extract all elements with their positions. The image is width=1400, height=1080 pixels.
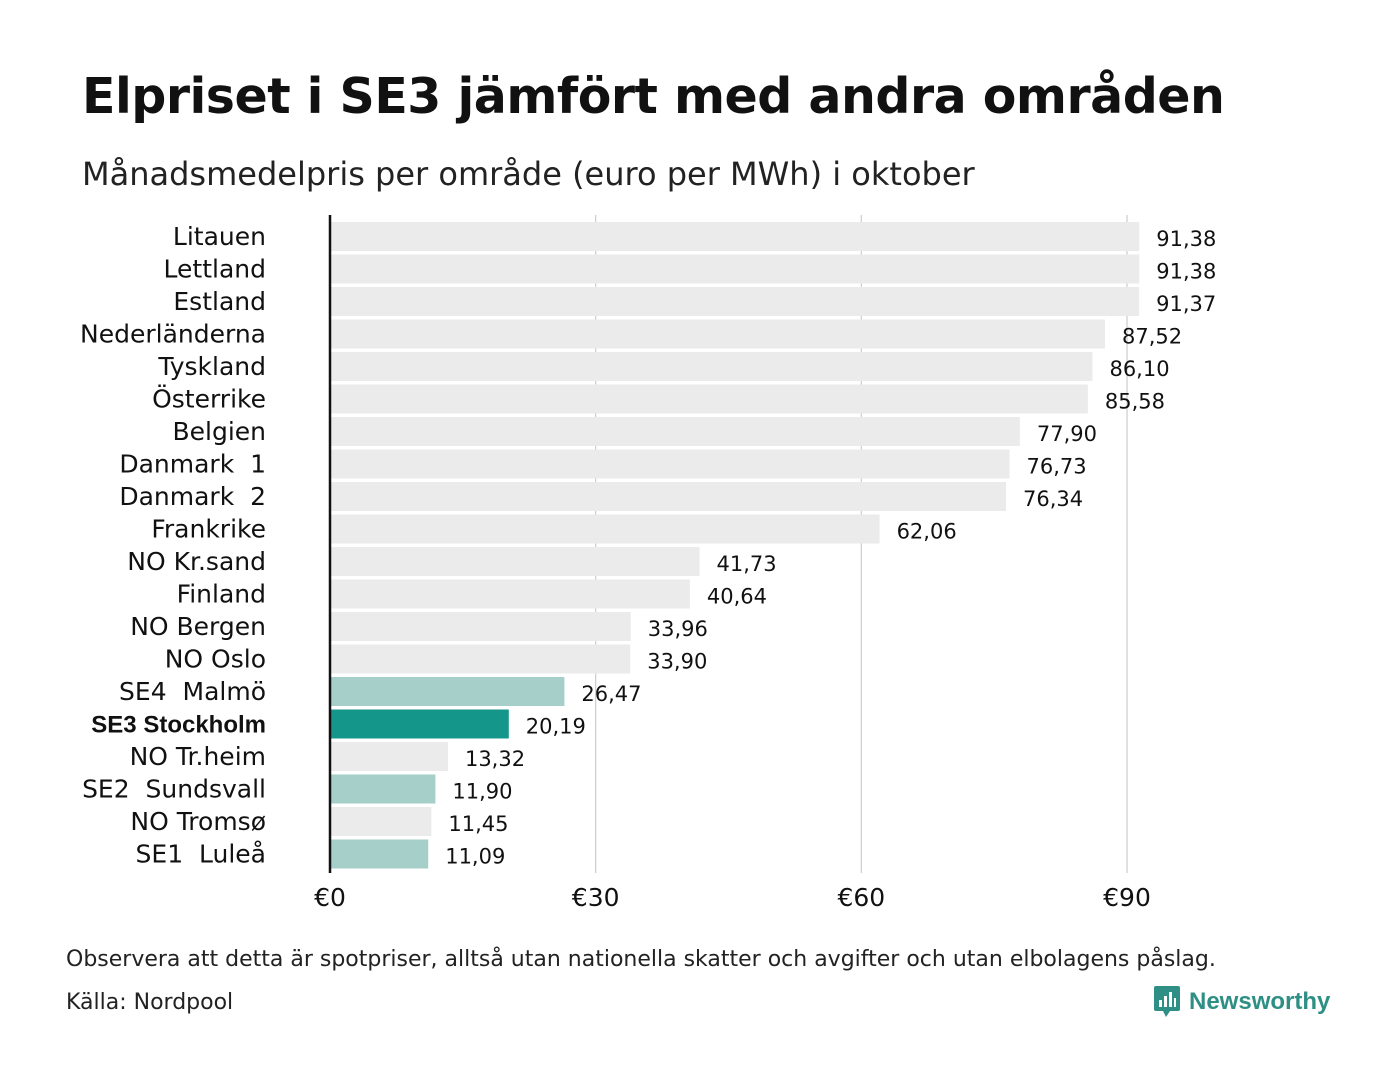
bar-chart: Litauen Lettland Estland Nederländerna Tyskl… — [80, 215, 1216, 912]
value-label: 85,58 — [1105, 390, 1165, 414]
bar — [330, 482, 1007, 511]
bar — [330, 254, 1140, 284]
value-label: 76,73 — [1026, 455, 1086, 479]
value-label: 91,38 — [1156, 260, 1216, 284]
source-note: Källa: Nordpool — [66, 990, 234, 1015]
bar — [330, 319, 1106, 349]
category-label: SE3 Stockholm — [91, 712, 266, 739]
category-label: NO Kr.sand — [127, 547, 266, 576]
category-labels: Litauen Lettland Estland Nederländerna Tyskl… — [80, 222, 266, 869]
bar — [330, 514, 880, 544]
category-label: NO Oslo — [165, 645, 266, 674]
value-label: 20,19 — [526, 715, 586, 739]
bars — [330, 222, 1140, 869]
category-label: Österrike — [152, 385, 266, 414]
bar — [330, 742, 448, 771]
brand-logo: Newsworthy — [1153, 985, 1330, 1019]
x-axis-tick-labels: €0 €30 €60 €90 — [314, 883, 1151, 912]
category-label: NO Tr.heim — [130, 742, 266, 771]
bar — [330, 384, 1088, 414]
category-label: Belgien — [172, 417, 266, 446]
category-label: Tyskland — [157, 352, 266, 381]
bar — [330, 417, 1020, 446]
value-label: 87,52 — [1122, 325, 1182, 349]
category-label: SE1 Luleå — [136, 840, 266, 869]
bar — [330, 644, 631, 674]
value-label: 91,38 — [1156, 227, 1216, 251]
bar — [330, 677, 565, 706]
value-label: 11,90 — [452, 780, 512, 804]
value-label: 62,06 — [897, 520, 957, 544]
bar — [330, 839, 429, 869]
bar — [330, 774, 436, 804]
bar — [330, 352, 1093, 381]
value-labels: 91,38 91,38 91,37 87,52 86,10 85,58 77,90 76,73… — [445, 227, 1216, 869]
value-label: 11,45 — [448, 812, 508, 836]
bar — [330, 709, 509, 739]
bar — [330, 807, 432, 836]
value-label: 13,32 — [465, 747, 525, 771]
category-label: NO Tromsø — [130, 807, 266, 836]
value-label: 41,73 — [717, 552, 777, 576]
bar — [330, 612, 631, 641]
x-tick-label: €90 — [1103, 883, 1151, 912]
category-label: NO Bergen — [130, 612, 266, 641]
category-label: SE4 Malmö — [119, 677, 266, 706]
value-label: 86,10 — [1109, 357, 1169, 381]
value-label: 33,96 — [648, 617, 708, 641]
category-label: Litauen — [173, 222, 266, 251]
x-tick-label: €60 — [837, 883, 885, 912]
category-label: Danmark 1 — [119, 450, 266, 479]
category-label: SE2 Sundsvall — [82, 775, 266, 804]
footnote: Observera att detta är spotpriser, allts… — [66, 947, 1216, 972]
bar — [330, 547, 700, 576]
bar — [330, 579, 690, 609]
value-label: 91,37 — [1156, 292, 1216, 316]
bar-chart-speech-bubble-icon — [1154, 986, 1180, 1017]
bar — [330, 287, 1140, 316]
x-tick-label: €30 — [572, 883, 620, 912]
bar — [330, 449, 1010, 479]
bar — [330, 222, 1140, 251]
value-label: 11,09 — [445, 845, 505, 869]
category-label: Frankrike — [151, 515, 266, 544]
value-label: 40,64 — [707, 585, 767, 609]
value-label: 76,34 — [1023, 487, 1083, 511]
brand-name: Newsworthy — [1189, 988, 1331, 1015]
value-label: 77,90 — [1037, 422, 1097, 446]
category-label: Nederländerna — [80, 320, 266, 349]
value-label: 33,90 — [647, 650, 707, 674]
x-tick-label: €0 — [314, 883, 346, 912]
category-label: Estland — [173, 287, 266, 316]
category-label: Finland — [177, 580, 266, 609]
chart-title: Elpriset i SE3 jämfört med andra områden — [82, 68, 1225, 125]
chart-subtitle: Månadsmedelpris per område (euro per MWh… — [82, 155, 975, 193]
category-label: Danmark 2 — [119, 482, 266, 511]
value-label: 26,47 — [581, 682, 641, 706]
category-label: Lettland — [164, 255, 266, 284]
